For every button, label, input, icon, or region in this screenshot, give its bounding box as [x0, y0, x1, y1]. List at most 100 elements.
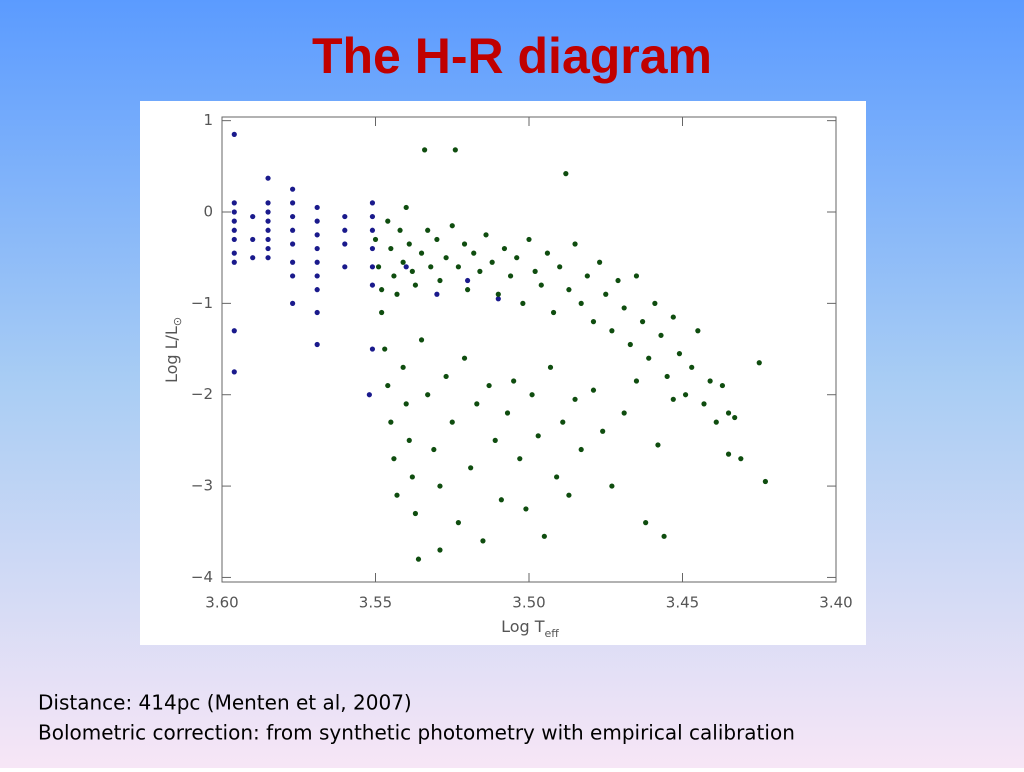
- star-point: [670, 396, 676, 402]
- star-point: [682, 392, 689, 398]
- star-point: [394, 291, 400, 297]
- star-point: [495, 291, 501, 297]
- star-point: [627, 341, 633, 348]
- star-point: [342, 241, 348, 247]
- star-point: [314, 287, 320, 293]
- star-point: [707, 378, 713, 384]
- star-point: [535, 433, 541, 439]
- star-point: [483, 232, 489, 238]
- star-point: [480, 538, 486, 544]
- star-point: [265, 175, 271, 181]
- star-point: [615, 277, 621, 284]
- star-point: [756, 360, 762, 366]
- note: Bolometric correction: from synthetic ph…: [38, 721, 795, 745]
- star-point: [391, 456, 397, 462]
- star-point: [250, 255, 256, 261]
- star-point: [455, 520, 461, 526]
- y-tick-label: 1: [203, 111, 213, 129]
- star-point: [529, 392, 535, 398]
- star-point: [643, 520, 649, 526]
- star-point: [689, 364, 695, 370]
- star-point: [434, 291, 440, 297]
- star-point: [486, 382, 492, 389]
- star-point: [394, 492, 400, 498]
- star-point: [231, 131, 237, 137]
- star-point: [231, 227, 237, 233]
- star-point: [265, 218, 271, 224]
- star-point: [290, 259, 296, 265]
- star-point: [265, 209, 271, 215]
- star-point: [422, 147, 428, 153]
- star-point: [590, 319, 597, 325]
- star-point: [265, 245, 271, 252]
- star-point: [231, 218, 237, 224]
- star-point: [597, 259, 603, 265]
- x-tick-label: 3.60: [205, 594, 238, 612]
- star-point: [290, 186, 296, 192]
- star-point: [762, 478, 768, 485]
- star-point: [661, 533, 667, 539]
- star-point: [431, 446, 437, 453]
- star-point: [468, 465, 474, 471]
- star-point: [538, 282, 544, 288]
- star-point: [314, 232, 320, 238]
- star-point: [544, 250, 551, 256]
- star-point: [250, 213, 256, 220]
- star-point: [385, 382, 391, 389]
- star-point: [572, 241, 578, 247]
- star-point: [369, 264, 376, 270]
- star-point: [670, 314, 676, 320]
- star-point: [231, 236, 237, 243]
- star-point: [621, 305, 627, 311]
- star-point: [369, 227, 376, 233]
- star-point: [498, 497, 504, 503]
- star-point: [314, 273, 320, 279]
- star-point: [400, 259, 406, 265]
- star-point: [437, 547, 443, 553]
- x-axis-title-main: Log T: [501, 617, 545, 636]
- y-tick-label: −4: [191, 568, 213, 586]
- star-point: [231, 209, 237, 215]
- star-point: [566, 287, 572, 293]
- star-point: [434, 236, 440, 243]
- x-tick-label: 3.45: [666, 594, 699, 612]
- star-point: [507, 273, 514, 279]
- x-tick-label: 3.40: [819, 594, 852, 612]
- star-point: [495, 296, 501, 302]
- star-point: [541, 533, 547, 539]
- star-point: [372, 236, 379, 243]
- star-point: [418, 250, 425, 256]
- star-point: [701, 401, 707, 407]
- star-point: [231, 369, 237, 375]
- x-axis-title: Log Teff: [501, 617, 559, 641]
- star-point: [369, 346, 376, 352]
- star-point: [250, 236, 256, 243]
- star-point: [437, 483, 443, 489]
- star-point: [314, 259, 320, 265]
- star-point: [418, 337, 425, 343]
- star-point: [621, 410, 627, 416]
- star-point: [369, 200, 376, 206]
- x-tick-label: 3.50: [512, 594, 545, 612]
- star-point: [403, 204, 409, 211]
- star-point: [415, 556, 422, 562]
- star-point: [452, 147, 458, 153]
- star-point: [379, 309, 385, 316]
- star-point: [231, 328, 237, 334]
- star-point: [520, 300, 526, 306]
- star-point: [489, 259, 495, 265]
- star-point: [633, 273, 640, 279]
- star-point: [388, 245, 394, 252]
- star-point: [406, 241, 412, 247]
- y-axis-title-main: Log L/L: [162, 326, 181, 383]
- note: Distance: 414pc (Menten et al, 2007): [38, 691, 412, 715]
- star-point: [314, 204, 320, 211]
- star-point: [532, 268, 538, 274]
- y-tick-label: 0: [203, 203, 213, 221]
- star-point: [425, 392, 431, 398]
- star-point: [412, 510, 419, 517]
- star-point: [477, 268, 483, 274]
- star-point: [725, 410, 732, 416]
- y-axis-title-sub: ⊙: [171, 317, 184, 326]
